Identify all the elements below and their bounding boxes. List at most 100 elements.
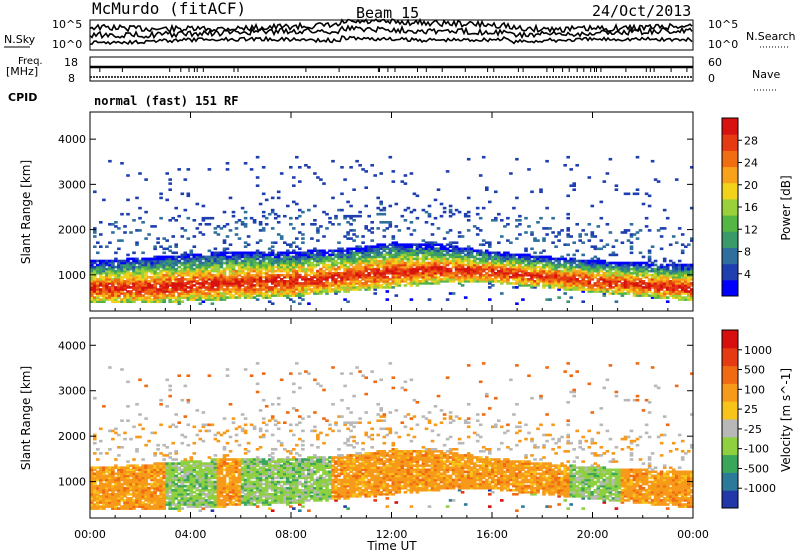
power-cell — [132, 300, 136, 303]
power-cell — [289, 261, 293, 265]
velocity-cell — [162, 480, 166, 484]
power-cell — [180, 192, 185, 196]
power-cell — [581, 271, 585, 275]
power-cell — [186, 298, 191, 301]
power-cell — [472, 265, 477, 269]
power-cell — [195, 288, 200, 291]
power-cell — [310, 257, 314, 261]
velocity-cell — [120, 419, 124, 422]
power-cell — [581, 229, 585, 232]
power-cell — [391, 278, 396, 281]
power-cell — [551, 231, 555, 234]
power-cell — [147, 284, 151, 287]
power-cell — [596, 267, 601, 271]
power-cell — [617, 271, 622, 275]
power-cell — [518, 259, 522, 263]
power-cell — [665, 265, 670, 269]
power-cell — [273, 265, 278, 269]
power-cell — [216, 251, 221, 255]
velocity-cell — [150, 495, 154, 498]
power-cell — [629, 288, 634, 291]
power-cell — [454, 265, 459, 269]
velocity-cell — [96, 476, 100, 480]
power-cell — [475, 233, 480, 236]
velocity-cell — [108, 478, 112, 482]
power-cell — [313, 275, 317, 279]
power-cell — [264, 269, 269, 273]
power-cell — [138, 273, 142, 277]
power-cell — [596, 263, 601, 267]
power-cell — [231, 284, 236, 287]
power-cell — [279, 265, 284, 269]
power-cell — [289, 263, 293, 267]
power-cell — [261, 214, 266, 218]
power-cell — [391, 255, 396, 259]
power-cell — [403, 245, 408, 248]
power-cell — [690, 292, 694, 295]
power-cell — [503, 263, 507, 267]
power-cell — [391, 275, 396, 279]
power-cell — [183, 296, 188, 299]
power-cell — [234, 273, 239, 277]
power-cell — [376, 278, 380, 281]
power-cell — [364, 267, 368, 271]
power-cell — [400, 180, 405, 183]
power-cell — [542, 278, 546, 281]
power-cell — [222, 284, 227, 287]
power-cell — [195, 259, 200, 263]
power-cell — [572, 259, 576, 263]
power-cell — [481, 273, 486, 277]
power-cell — [684, 278, 688, 281]
power-cell — [373, 267, 377, 271]
power-cell — [626, 271, 631, 275]
velocity-cell — [150, 499, 154, 502]
power-cell — [289, 245, 293, 248]
power-cell — [662, 284, 667, 287]
power-cell — [213, 227, 218, 230]
velocity-cell — [129, 493, 133, 496]
power-cell — [153, 257, 157, 261]
power-cell — [159, 263, 163, 267]
power-cell — [138, 269, 142, 273]
power-cell — [442, 275, 447, 279]
power-cell — [189, 298, 194, 301]
power-cell — [192, 298, 197, 301]
power-cell — [117, 278, 121, 281]
power-cell — [599, 284, 604, 287]
velocity-cell — [168, 497, 172, 500]
velocity-cell — [117, 499, 121, 502]
power-cell — [418, 280, 423, 283]
power-cell — [379, 247, 383, 251]
power-cell — [566, 229, 570, 232]
power-cell — [439, 259, 444, 263]
power-cell — [355, 263, 359, 267]
power-cell — [213, 269, 218, 273]
power-cell — [454, 259, 459, 263]
power-cell — [195, 227, 200, 230]
power-cell — [168, 282, 172, 285]
power-cell — [246, 261, 251, 265]
power-cell — [307, 286, 311, 289]
power-cell — [518, 253, 522, 257]
power-cell — [605, 290, 610, 293]
power-cell — [165, 296, 169, 299]
power-cell — [424, 253, 429, 257]
power-cell — [512, 278, 516, 281]
power-cell — [391, 261, 396, 265]
power-cell — [213, 231, 218, 234]
power-cell — [463, 263, 468, 267]
power-cell — [370, 284, 374, 287]
power-cell — [572, 280, 576, 283]
power-cell — [189, 269, 194, 273]
power-cell — [503, 225, 507, 228]
power-cell — [346, 284, 350, 287]
power-cell — [442, 263, 447, 267]
power-cell — [210, 288, 215, 291]
power-cell — [204, 267, 209, 271]
power-cell — [551, 261, 555, 265]
power-cell — [126, 286, 130, 289]
power-cell — [174, 267, 178, 271]
power-cell — [653, 286, 658, 289]
power-cell — [635, 263, 640, 267]
power-cell — [153, 225, 157, 228]
